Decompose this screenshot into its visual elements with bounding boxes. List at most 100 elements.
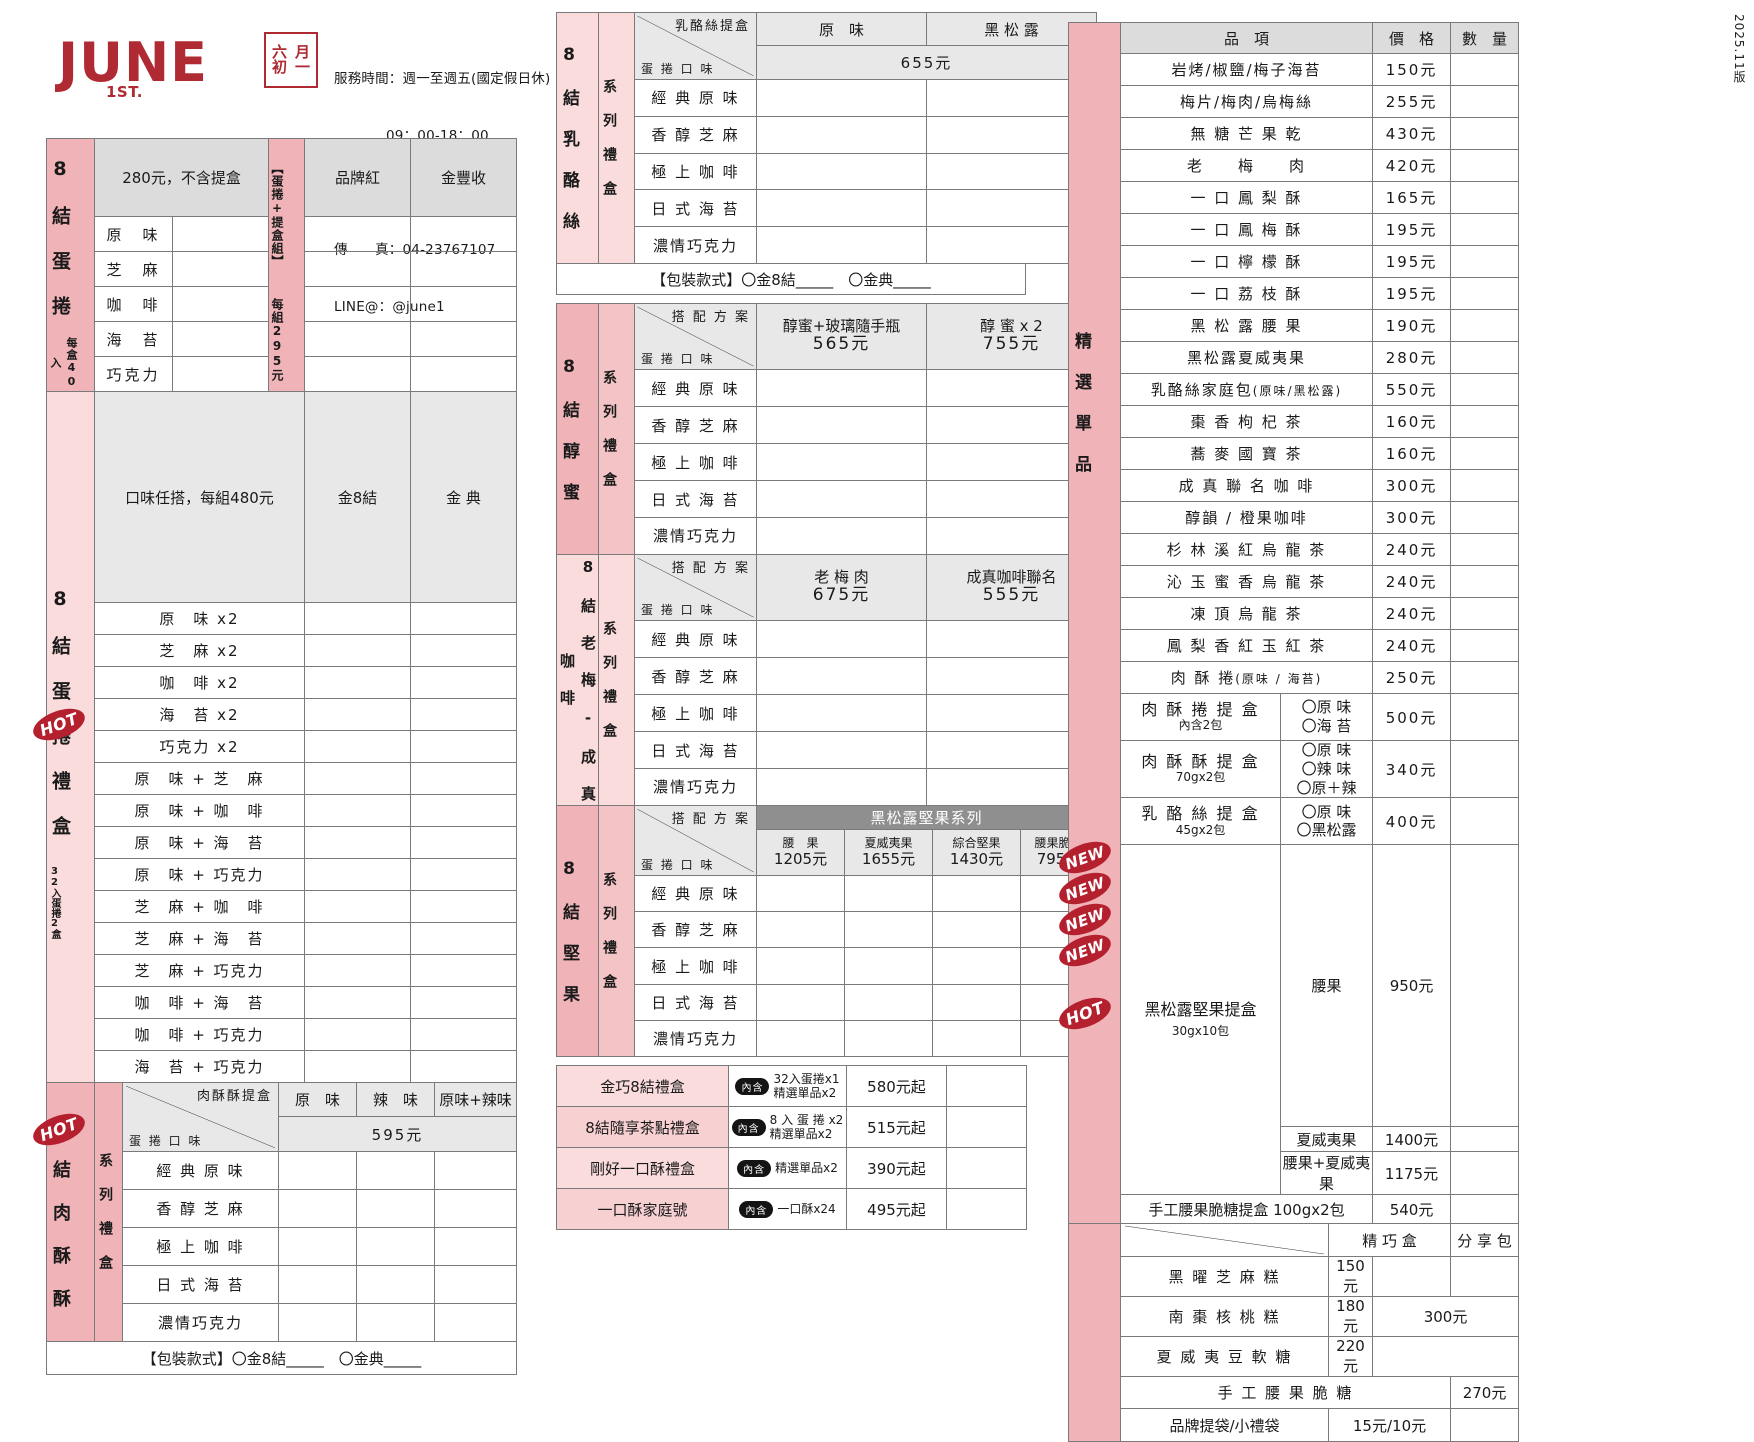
egg-roll-qty-plain-4[interactable] [171,356,270,392]
honey-qty-1-0[interactable] [756,406,927,445]
nuts-qty-2-1[interactable] [844,947,933,985]
item-qty-4[interactable] [1450,181,1520,214]
option-item-choices-1[interactable]: 〇原 味〇辣 味〇原＋辣 [1279,739,1374,799]
cheese-qty-1-0[interactable] [756,115,927,154]
nuts-qty-2-2[interactable] [932,947,1021,985]
egg-roll-gift-qty-b-11[interactable] [410,954,517,987]
pork-floss-qty-c-3[interactable] [434,1264,517,1304]
cheese-qty-0-0[interactable] [756,78,927,117]
nuts-qty-2-0[interactable] [756,947,845,985]
plum_coffee-qty-3-0[interactable] [756,731,927,769]
item-qty-0[interactable] [1450,53,1520,86]
egg-roll-gift-qty-a-4[interactable] [304,730,411,763]
pork-floss-qty-b-2[interactable] [356,1226,435,1266]
item-qty-5[interactable] [1450,213,1520,246]
nuts-qty-3-2[interactable] [932,983,1021,1021]
egg-roll-gift-qty-b-8[interactable] [410,858,517,891]
nuts-qty-4-1[interactable] [844,1019,933,1058]
egg-roll-gift-qty-b-13[interactable] [410,1018,517,1051]
bag-qty[interactable] [1450,1408,1520,1442]
egg-roll-gift-qty-b-3[interactable] [410,698,517,731]
plum_coffee-qty-0-0[interactable] [756,620,927,659]
option-item-qty-1[interactable] [1450,739,1520,799]
egg-roll-qty-brandred-3[interactable] [304,321,412,357]
option-choice-2-1[interactable]: 〇黑松露 [1296,821,1357,840]
pork-floss-qty-a-3[interactable] [278,1264,357,1304]
egg-roll-gift-qty-a-3[interactable] [304,698,411,731]
honey-qty-3-0[interactable] [756,480,927,518]
pork-floss-qty-a-2[interactable] [278,1226,357,1266]
option-choice-2-0[interactable]: 〇原 味 [1301,802,1352,821]
cheese-footer[interactable]: 【包裝款式】〇金8結_____ 〇金典_____ [556,263,1026,295]
pork-floss-qty-b-4[interactable] [356,1302,435,1343]
egg-roll-gift-qty-a-1[interactable] [304,634,411,667]
pork-floss-qty-a-4[interactable] [278,1302,357,1343]
egg-roll-gift-qty-a-0[interactable] [304,602,411,635]
egg-roll-gift-qty-b-9[interactable] [410,890,517,923]
nuts-qty-1-1[interactable] [844,911,933,949]
option-choice-1-2[interactable]: 〇原＋辣 [1296,778,1357,797]
nut-box-qty-0[interactable] [1450,844,1520,1127]
pork-floss-footer[interactable]: 【包裝款式】〇金8結_____ 〇金典_____ [46,1341,517,1375]
set-box-qty-3[interactable] [946,1188,1027,1230]
set-box-qty-1[interactable] [946,1106,1027,1148]
cake-share-qty-0[interactable] [1450,1256,1520,1297]
cheese-qty-3-0[interactable] [756,189,927,228]
pork-floss-qty-b-0[interactable] [356,1150,435,1190]
honey-qty-4-0[interactable] [756,516,927,556]
egg-roll-qty-goldharvest-1[interactable] [410,251,518,287]
honey-qty-0-0[interactable] [756,369,927,408]
item-qty-13[interactable] [1450,469,1520,502]
option-choice-0-1[interactable]: 〇海 苔 [1301,717,1352,735]
egg-roll-gift-qty-b-7[interactable] [410,826,517,859]
plum_coffee-qty-2-0[interactable] [756,694,927,733]
nuts-qty-1-0[interactable] [756,911,845,949]
item-qty-19[interactable] [1450,661,1520,694]
egg-roll-qty-plain-0[interactable] [171,216,270,252]
pork-floss-qty-c-4[interactable] [434,1302,517,1343]
egg-roll-qty-goldharvest-2[interactable] [410,286,518,322]
item-qty-8[interactable] [1450,309,1520,342]
option-item-choices-2[interactable]: 〇原 味〇黑松露 [1279,797,1374,846]
egg-roll-gift-qty-b-0[interactable] [410,602,517,635]
pork-floss-qty-c-0[interactable] [434,1150,517,1190]
nuts-qty-4-0[interactable] [756,1019,845,1058]
egg-roll-gift-qty-a-2[interactable] [304,666,411,699]
egg-roll-gift-qty-b-1[interactable] [410,634,517,667]
pork-floss-qty-a-0[interactable] [278,1150,357,1190]
egg-roll-gift-qty-b-6[interactable] [410,794,517,827]
egg-roll-gift-qty-b-12[interactable] [410,986,517,1019]
option-item-qty-0[interactable] [1450,693,1520,741]
egg-roll-gift-qty-a-9[interactable] [304,890,411,923]
egg-roll-gift-qty-a-14[interactable] [304,1050,411,1083]
egg-roll-gift-qty-b-4[interactable] [410,730,517,763]
item-qty-7[interactable] [1450,277,1520,310]
egg-roll-gift-qty-b-5[interactable] [410,762,517,795]
option-choice-1-0[interactable]: 〇原 味 [1301,741,1352,759]
nuts-qty-3-0[interactable] [756,983,845,1021]
item-qty-12[interactable] [1450,437,1520,470]
honey-qty-2-0[interactable] [756,443,927,482]
egg-roll-gift-qty-b-2[interactable] [410,666,517,699]
egg-roll-qty-goldharvest-4[interactable] [410,356,518,392]
egg-roll-gift-qty-a-5[interactable] [304,762,411,795]
cheese-qty-2-0[interactable] [756,152,927,191]
egg-roll-qty-brandred-4[interactable] [304,356,412,392]
nuts-qty-3-1[interactable] [844,983,933,1021]
pork-floss-qty-b-3[interactable] [356,1264,435,1304]
egg-roll-qty-goldharvest-3[interactable] [410,321,518,357]
pork-floss-qty-a-1[interactable] [278,1188,357,1228]
item-qty-2[interactable] [1450,117,1520,150]
nuts-qty-0-2[interactable] [932,875,1021,913]
egg-roll-gift-qty-a-13[interactable] [304,1018,411,1051]
cheese-qty-4-0[interactable] [756,226,927,264]
nuts-qty-0-1[interactable] [844,875,933,913]
item-qty-1[interactable] [1450,85,1520,118]
egg-roll-gift-qty-b-14[interactable] [410,1050,517,1083]
egg-roll-qty-plain-3[interactable] [171,321,270,357]
egg-roll-gift-qty-a-10[interactable] [304,922,411,955]
egg-roll-qty-plain-1[interactable] [171,251,270,287]
set-box-qty-2[interactable] [946,1147,1027,1189]
item-qty-11[interactable] [1450,405,1520,438]
plum_coffee-qty-4-0[interactable] [756,767,927,807]
